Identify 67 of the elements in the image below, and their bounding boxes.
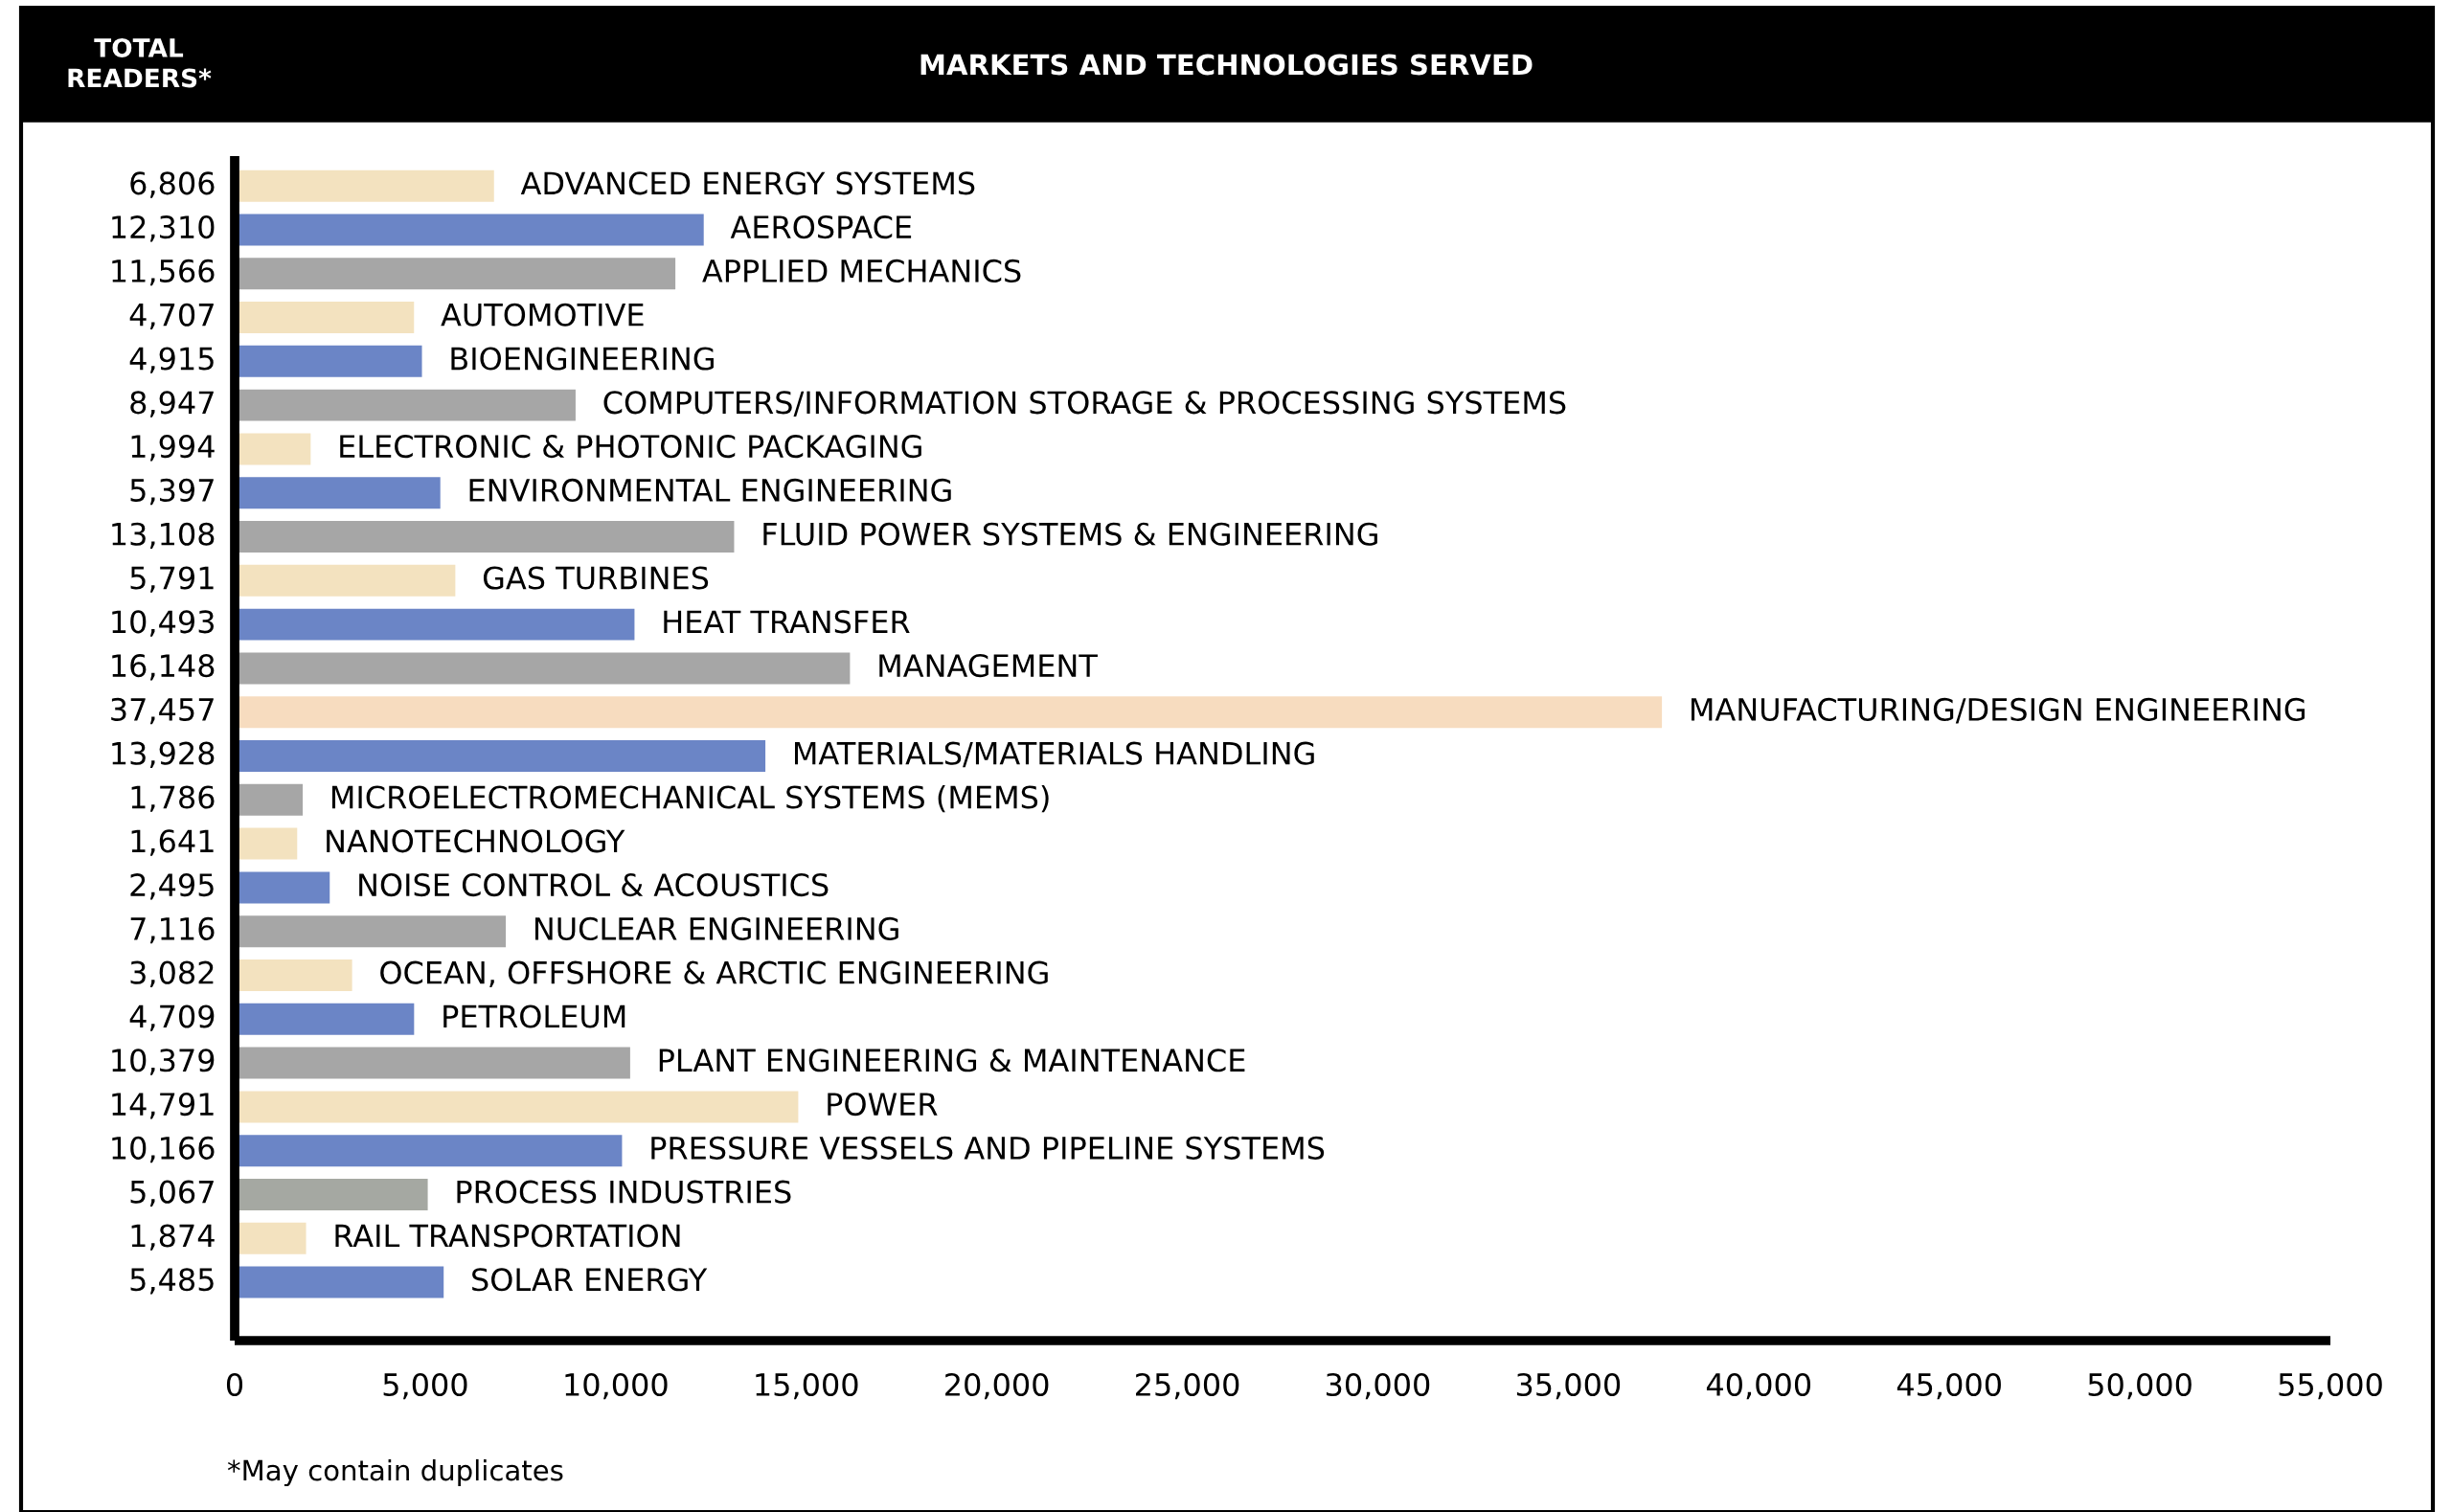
data-label: 10,166 bbox=[112, 1136, 215, 1163]
x-tick-label: 50,000 bbox=[2088, 1372, 2192, 1400]
y-tick-label: COMPUTERS/INFORMATION STORAGE & PROCESSING SYSTEMS bbox=[603, 391, 1566, 417]
y-tick-label: NANOTECHNOLOGY bbox=[327, 829, 625, 853]
x-tick-label: 10,000 bbox=[565, 1372, 668, 1400]
data-label: 16,148 bbox=[112, 654, 215, 681]
y-tick-label: HEAT TRANSFER bbox=[664, 610, 910, 634]
data-label: 4,707 bbox=[129, 303, 214, 330]
text: *May contain duplicates bbox=[227, 1458, 563, 1487]
y-tick-label: APPLIED MECHANICS bbox=[702, 259, 1021, 283]
data-label: 5,791 bbox=[130, 566, 214, 593]
data-label: 13,108 bbox=[112, 522, 215, 550]
y-tick-label: OCEAN, OFFSHORE & ARCTIC ENGINEERING bbox=[380, 960, 1048, 988]
x-tick-label: 55,000 bbox=[2279, 1372, 2382, 1400]
data-label: 5,067 bbox=[130, 1180, 214, 1207]
y-tick-label: RAIL TRANSPORTATION bbox=[335, 1224, 680, 1248]
data-label: 10,493 bbox=[112, 610, 214, 637]
y-tick-label: PLANT ENGINEERING & MAINTENANCE bbox=[659, 1049, 1245, 1072]
x-tick-label: 40,000 bbox=[1706, 1372, 1811, 1400]
y-tick-label: PRESSURE VESSELS AND PIPELINE SYSTEMS bbox=[651, 1136, 1325, 1160]
data-label: 3,082 bbox=[130, 960, 214, 988]
y-tick-label: AUTOMOTIVE bbox=[441, 303, 644, 327]
x-tick-label: 30,000 bbox=[1327, 1372, 1430, 1400]
x-tick-label: 45,000 bbox=[1897, 1372, 2001, 1400]
y-tick-label: PROCESS INDUSTRIES bbox=[457, 1180, 791, 1204]
data-label: 12,310 bbox=[112, 215, 215, 242]
chart-title: MARKETS AND TECHNOLOGIES SERVED bbox=[920, 54, 1533, 76]
y-tick-label: SOLAR ENERGY bbox=[472, 1268, 708, 1292]
y-tick-label: AEROSPACE bbox=[730, 215, 912, 239]
y-tick-label: MANUFACTURING/DESIGN ENGINEERING bbox=[1692, 697, 2305, 724]
y-tick-label: ADVANCED ENERGY SYSTEMS bbox=[520, 171, 975, 195]
data-label: 4,915 bbox=[129, 347, 214, 373]
y-tick-label: MICROELECTROMECHANICAL SYSTEMS (MEMS) bbox=[331, 784, 1049, 813]
y-tick-label: NOISE CONTROL & ACOUSTICS bbox=[359, 873, 829, 897]
y-tick-label: MANAGEMENT bbox=[879, 654, 1098, 678]
x-tick-label: 35,000 bbox=[1516, 1372, 1621, 1400]
y-tick-label: POWER bbox=[828, 1093, 938, 1117]
data-label: 7,116 bbox=[130, 916, 215, 944]
data-label: 6,806 bbox=[130, 171, 215, 198]
data-label: 5,397 bbox=[130, 478, 214, 506]
y-tick-label: FLUID POWER SYSTEMS & ENGINEERING bbox=[763, 522, 1377, 546]
data-label: 2,495 bbox=[130, 873, 214, 900]
data-label: 4,709 bbox=[129, 1004, 215, 1031]
y-tick-label: BIOENGINEERING bbox=[451, 347, 714, 371]
x-tick-label: 20,000 bbox=[945, 1372, 1049, 1400]
x-tick-label: 25,000 bbox=[1136, 1372, 1239, 1400]
x-tick-label: 15,000 bbox=[756, 1372, 858, 1400]
data-label: 37,457 bbox=[111, 697, 214, 725]
y-tick-label: ENVIRONMENTAL ENGINEERING bbox=[469, 478, 951, 502]
data-label: 1,641 bbox=[131, 829, 214, 856]
y-tick-label: MATERIALS/MATERIALS HANDLING bbox=[794, 741, 1314, 768]
data-label: 14,791 bbox=[112, 1093, 214, 1119]
data-label: 11,566 bbox=[112, 259, 215, 286]
data-label: 5,485 bbox=[130, 1268, 214, 1295]
data-label: 1,874 bbox=[131, 1224, 215, 1251]
x-tick-label: 5,000 bbox=[383, 1372, 467, 1400]
y-tick-label: NUCLEAR ENGINEERING bbox=[535, 916, 898, 940]
data-label: 1,786 bbox=[131, 785, 215, 812]
y-axis-title: TOTAL READERS* bbox=[68, 37, 212, 88]
data-label: 10,379 bbox=[112, 1049, 215, 1075]
data-label: 1,994 bbox=[131, 435, 215, 462]
x-tick-label: 0 bbox=[226, 1372, 243, 1397]
y-tick-label: GAS TURBINES bbox=[483, 566, 709, 590]
y-tick-label: PETROLEUM bbox=[443, 1004, 625, 1028]
data-label: 13,928 bbox=[112, 741, 215, 769]
data-label: 8,947 bbox=[130, 391, 214, 417]
y-tick-label: ELECTRONIC & PHOTONIC PACKAGING bbox=[340, 435, 921, 459]
